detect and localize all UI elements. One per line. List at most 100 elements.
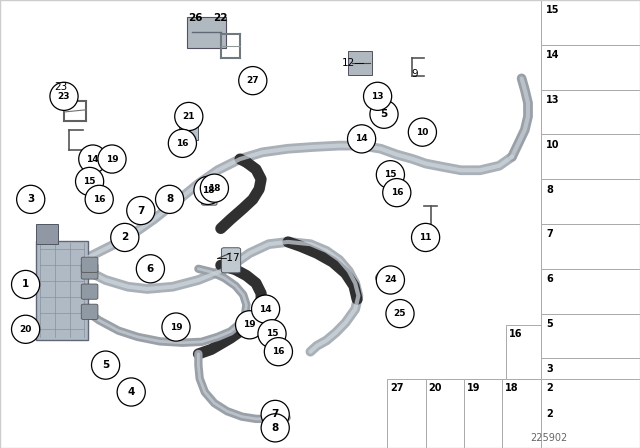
Ellipse shape bbox=[376, 266, 404, 294]
Text: 24: 24 bbox=[384, 276, 397, 284]
Text: 16: 16 bbox=[509, 329, 522, 339]
Ellipse shape bbox=[79, 145, 107, 173]
Ellipse shape bbox=[194, 177, 222, 204]
Text: 10: 10 bbox=[546, 140, 559, 150]
Ellipse shape bbox=[98, 145, 126, 173]
FancyBboxPatch shape bbox=[464, 379, 502, 448]
Ellipse shape bbox=[127, 197, 155, 224]
FancyBboxPatch shape bbox=[387, 379, 426, 448]
Text: 6: 6 bbox=[147, 264, 154, 274]
Text: 19: 19 bbox=[467, 383, 480, 393]
Text: 19: 19 bbox=[170, 323, 182, 332]
Text: 4: 4 bbox=[127, 387, 135, 397]
Ellipse shape bbox=[370, 100, 398, 128]
FancyBboxPatch shape bbox=[541, 0, 640, 45]
FancyBboxPatch shape bbox=[348, 51, 372, 75]
Ellipse shape bbox=[412, 224, 440, 251]
FancyBboxPatch shape bbox=[541, 269, 640, 314]
Text: 5: 5 bbox=[380, 109, 388, 119]
Ellipse shape bbox=[92, 351, 120, 379]
Ellipse shape bbox=[200, 174, 228, 202]
Ellipse shape bbox=[111, 224, 139, 251]
Text: 14: 14 bbox=[86, 155, 99, 164]
Ellipse shape bbox=[168, 129, 196, 157]
Ellipse shape bbox=[76, 168, 104, 195]
FancyBboxPatch shape bbox=[81, 257, 98, 272]
FancyBboxPatch shape bbox=[81, 264, 98, 279]
Text: 22: 22 bbox=[214, 13, 228, 23]
Text: 15: 15 bbox=[384, 170, 397, 179]
Text: 18: 18 bbox=[208, 184, 221, 193]
Text: 12—: 12— bbox=[342, 58, 365, 68]
Text: 8: 8 bbox=[271, 423, 279, 433]
Ellipse shape bbox=[12, 271, 40, 298]
Text: 8: 8 bbox=[166, 194, 173, 204]
Text: 16: 16 bbox=[272, 347, 285, 356]
Ellipse shape bbox=[408, 118, 436, 146]
Text: 27: 27 bbox=[246, 76, 259, 85]
Text: 225902: 225902 bbox=[530, 433, 567, 443]
Ellipse shape bbox=[348, 125, 376, 153]
Ellipse shape bbox=[383, 179, 411, 207]
Text: 13: 13 bbox=[546, 95, 559, 105]
Text: 19: 19 bbox=[106, 155, 118, 164]
Text: 14: 14 bbox=[355, 134, 368, 143]
FancyBboxPatch shape bbox=[541, 403, 640, 448]
Text: 19: 19 bbox=[243, 320, 256, 329]
Text: 16: 16 bbox=[93, 195, 106, 204]
Text: 2: 2 bbox=[121, 233, 129, 242]
Text: —17: —17 bbox=[217, 254, 240, 263]
Text: 7: 7 bbox=[546, 229, 553, 239]
FancyBboxPatch shape bbox=[541, 179, 640, 224]
FancyBboxPatch shape bbox=[221, 248, 241, 273]
FancyBboxPatch shape bbox=[36, 224, 58, 244]
Ellipse shape bbox=[261, 414, 289, 442]
Text: 15: 15 bbox=[546, 5, 559, 15]
Text: 3: 3 bbox=[546, 364, 553, 374]
FancyBboxPatch shape bbox=[81, 284, 98, 299]
Ellipse shape bbox=[50, 82, 78, 110]
Ellipse shape bbox=[12, 315, 40, 343]
FancyBboxPatch shape bbox=[541, 224, 640, 269]
Text: 26: 26 bbox=[188, 13, 202, 23]
Text: 11: 11 bbox=[419, 233, 432, 242]
Text: 3: 3 bbox=[27, 194, 35, 204]
FancyBboxPatch shape bbox=[179, 111, 198, 140]
Text: 23: 23 bbox=[58, 92, 70, 101]
Text: 18: 18 bbox=[505, 383, 518, 393]
Circle shape bbox=[376, 271, 395, 284]
FancyBboxPatch shape bbox=[541, 45, 640, 90]
Text: 13: 13 bbox=[371, 92, 384, 101]
Ellipse shape bbox=[136, 255, 164, 283]
Ellipse shape bbox=[258, 320, 286, 348]
Text: 10: 10 bbox=[416, 128, 429, 137]
Ellipse shape bbox=[156, 185, 184, 213]
FancyBboxPatch shape bbox=[506, 325, 541, 379]
Ellipse shape bbox=[17, 185, 45, 213]
Ellipse shape bbox=[236, 311, 264, 339]
FancyBboxPatch shape bbox=[541, 134, 640, 179]
FancyBboxPatch shape bbox=[541, 379, 640, 448]
FancyBboxPatch shape bbox=[187, 17, 226, 48]
FancyBboxPatch shape bbox=[502, 379, 541, 448]
Text: 21: 21 bbox=[182, 112, 195, 121]
Text: 14: 14 bbox=[259, 305, 272, 314]
Ellipse shape bbox=[162, 313, 190, 341]
FancyBboxPatch shape bbox=[36, 241, 88, 340]
Text: 15: 15 bbox=[83, 177, 96, 186]
Text: 20: 20 bbox=[19, 325, 32, 334]
Text: 25: 25 bbox=[394, 309, 406, 318]
FancyBboxPatch shape bbox=[541, 358, 640, 403]
Text: 23: 23 bbox=[54, 82, 67, 92]
Ellipse shape bbox=[264, 338, 292, 366]
FancyBboxPatch shape bbox=[202, 185, 217, 205]
FancyBboxPatch shape bbox=[541, 314, 640, 358]
Text: 8: 8 bbox=[546, 185, 553, 194]
Ellipse shape bbox=[117, 378, 145, 406]
FancyBboxPatch shape bbox=[541, 90, 640, 134]
Ellipse shape bbox=[239, 67, 267, 95]
Ellipse shape bbox=[252, 295, 280, 323]
Text: 2: 2 bbox=[546, 383, 553, 393]
Text: 5: 5 bbox=[546, 319, 553, 329]
FancyBboxPatch shape bbox=[426, 379, 464, 448]
